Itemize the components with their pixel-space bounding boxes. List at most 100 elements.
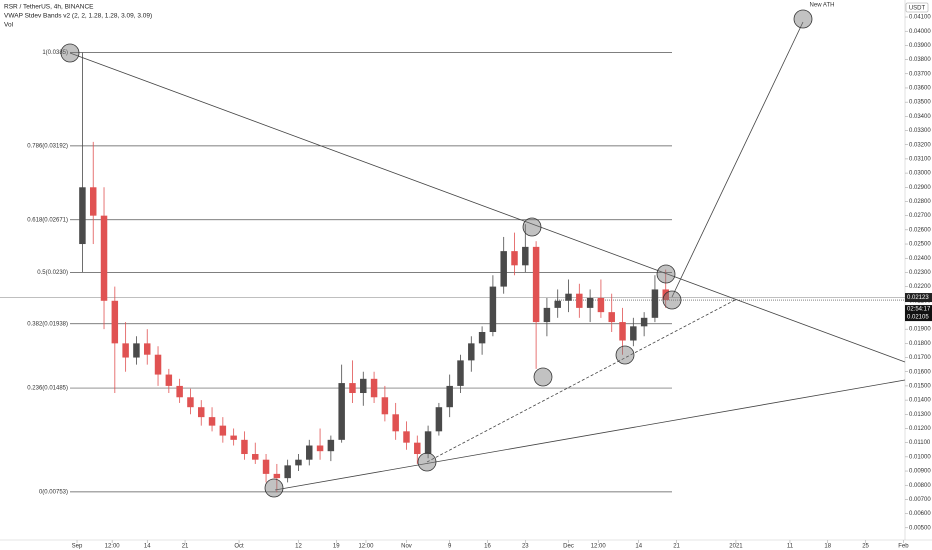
candle-body	[176, 385, 183, 398]
y-tick-label: 0.03000	[909, 171, 931, 177]
x-tick-label: Oct	[234, 544, 244, 550]
x-tick-label: 25	[862, 544, 869, 550]
x-tick-label: 12	[295, 544, 302, 550]
candle-body	[122, 343, 129, 358]
circle	[264, 478, 284, 498]
fib-label: 0(0.00753)	[39, 489, 68, 495]
candle-body	[306, 445, 313, 460]
y-tick-label: 0.03800	[909, 57, 931, 63]
candle-body	[532, 246, 540, 323]
y-tick-label: 0.03600	[909, 86, 931, 92]
candle-body	[370, 378, 378, 398]
y-tick-label: 0.01300	[909, 412, 931, 418]
marks: 0.04100 0.04000 0.03900 0.03800 0.03700 0.036…	[0, 15, 932, 550]
candle-body	[500, 251, 507, 287]
y-tick-label: 0.01100	[909, 440, 931, 446]
x-tick-label: 12:00	[358, 544, 374, 550]
countdown: 02:54:17	[907, 307, 931, 313]
candle-body	[543, 307, 551, 323]
y-tick-label: 0.04100	[909, 15, 931, 21]
x-tick-label: 14	[635, 544, 642, 550]
candle-body	[154, 354, 162, 375]
y-tick-label: 0.03300	[909, 128, 931, 134]
candle-body	[219, 425, 227, 436]
x-tick-label: 9	[448, 544, 452, 550]
x-tick-label: 18	[824, 544, 831, 550]
circle	[417, 452, 437, 472]
trendline	[274, 379, 906, 491]
trendline	[69, 52, 906, 363]
y-tick-label: 0.02800	[909, 199, 931, 205]
currency-box[interactable]	[905, 2, 929, 13]
candle-body	[79, 187, 86, 245]
candle-body	[511, 251, 518, 266]
x-tick-label: Dec	[563, 544, 574, 550]
price-label: 0.02105	[907, 315, 929, 321]
y-tick-label: 0.01700	[909, 355, 931, 361]
trendline	[426, 299, 736, 463]
candle-body	[100, 215, 108, 301]
x-tick-label: 14	[144, 544, 151, 550]
y-tick-label: 0.01400	[909, 398, 931, 404]
candle-body	[187, 397, 194, 408]
circle	[656, 264, 676, 284]
x-tick-label: 12:00	[591, 544, 607, 550]
circle	[662, 290, 682, 310]
y-tick-label: 0.02600	[909, 227, 931, 233]
candle-body	[241, 439, 248, 455]
candle-body	[111, 300, 119, 344]
currency-label[interactable]: USDT	[909, 6, 926, 12]
circle	[533, 367, 553, 387]
y-tick-label: 0.03700	[909, 71, 931, 77]
x-tick-label: Nov	[401, 544, 412, 550]
candle-body	[89, 187, 97, 216]
y-tick-label: 0.01500	[909, 383, 931, 389]
candle-body	[133, 343, 140, 358]
annotation: New ATH	[810, 3, 835, 9]
indicator-label: VWAP Stdev Bands v2 (2, 2, 1.28, 1.28, 3…	[4, 13, 152, 20]
x-tick-label: 21	[673, 544, 680, 550]
y-tick-label: 0.01800	[909, 341, 931, 347]
y-tick-label: 0.03100	[909, 156, 931, 162]
candle-body	[165, 374, 173, 386]
y-tick-label: 0.00500	[909, 525, 931, 531]
fib-label: 1(0.0385)	[42, 50, 68, 56]
candle-body	[478, 332, 486, 344]
candle-body	[273, 473, 281, 479]
price-label-box	[905, 293, 932, 303]
y-tick-label: 0.01600	[909, 369, 931, 375]
candle-body	[295, 459, 302, 466]
candle-body	[338, 383, 345, 440]
y-tick-label: 0.03900	[909, 43, 931, 49]
fib-label: 0.618(0.02671)	[27, 217, 68, 223]
candle-body	[576, 293, 583, 308]
candle-body	[349, 383, 356, 394]
y-tick-label: 0.03500	[909, 100, 931, 106]
candle-body	[662, 289, 669, 301]
indicator-label: Vol	[4, 22, 14, 29]
y-tick-label: 0.02500	[909, 242, 931, 248]
y-tick-label: 0.03400	[909, 114, 931, 120]
candle-body	[586, 297, 594, 308]
candle-body	[198, 407, 205, 418]
circle	[793, 9, 813, 29]
x-tick-label: 19	[333, 544, 340, 550]
price-label-box	[905, 305, 932, 322]
y-tick-label: 0.00900	[909, 469, 931, 475]
x-tick-label: Feb	[898, 544, 909, 550]
y-tick-label: 0.02900	[909, 185, 931, 191]
arrow-line	[671, 21, 804, 298]
candle-body	[619, 322, 626, 341]
candle-body	[381, 397, 389, 415]
y-tick-label: 0.02300	[909, 270, 931, 276]
candle-body	[392, 414, 399, 432]
candle-body	[554, 300, 561, 308]
candle-body	[608, 312, 615, 323]
x-tick-label: Sep	[72, 544, 83, 550]
candle-body	[403, 431, 410, 443]
candle-body	[651, 289, 659, 318]
candle-body	[143, 343, 151, 355]
price-label: 0.02123	[907, 295, 929, 301]
y-tick-label: 0.01200	[909, 426, 931, 432]
